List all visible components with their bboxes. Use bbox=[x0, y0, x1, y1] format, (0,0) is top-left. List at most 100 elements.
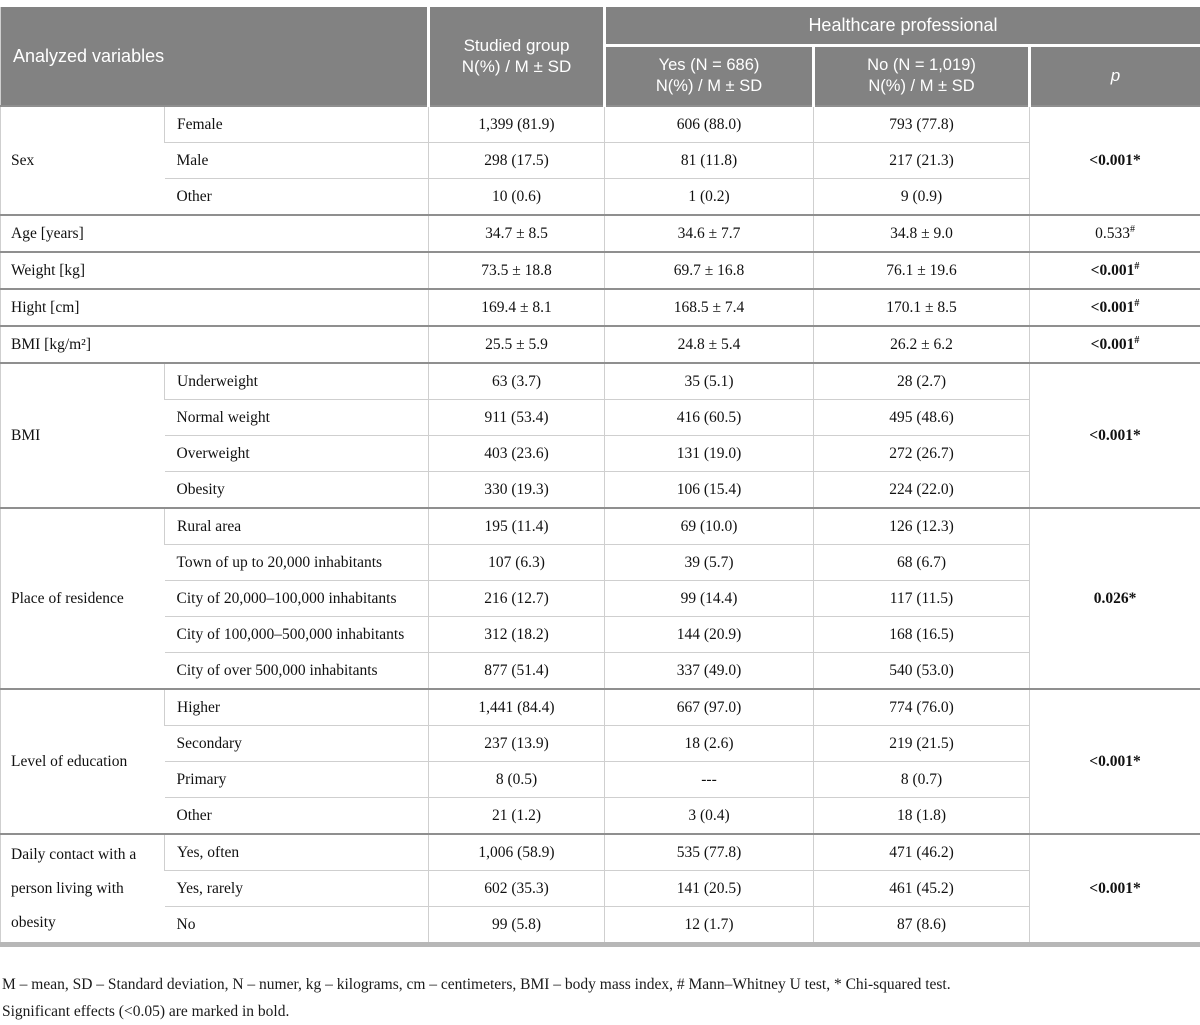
no-cell: 461 (45.2) bbox=[814, 871, 1030, 907]
table-row: City of 20,000–100,000 inhabitants 216 (… bbox=[1, 581, 1200, 617]
footnote-abbreviations: M – mean, SD – Standard deviation, N – n… bbox=[2, 971, 1200, 998]
table-row: Normal weight 911 (53.4) 416 (60.5) 495 … bbox=[1, 400, 1200, 436]
yes-cell: 144 (20.9) bbox=[605, 617, 814, 653]
category-cell: City of 20,000–100,000 inhabitants bbox=[165, 581, 429, 617]
studied-cell: 1,399 (81.9) bbox=[429, 106, 605, 143]
no-column-header: No (N = 1,019) N(%) / M ± SD bbox=[814, 46, 1030, 107]
studied-cell: 99 (5.8) bbox=[429, 907, 605, 945]
category-cell: Female bbox=[165, 106, 429, 143]
p-value: <0.001 bbox=[1089, 753, 1133, 770]
studied-cell: 1,006 (58.9) bbox=[429, 834, 605, 871]
studied-cell: 21 (1.2) bbox=[429, 798, 605, 835]
no-cell: 793 (77.8) bbox=[814, 106, 1030, 143]
category-cell: Rural area bbox=[165, 508, 429, 545]
no-cell: 68 (6.7) bbox=[814, 545, 1030, 581]
table-row: Yes, rarely 602 (35.3) 141 (20.5) 461 (4… bbox=[1, 871, 1200, 907]
no-cell: 18 (1.8) bbox=[814, 798, 1030, 835]
yes-cell: 667 (97.0) bbox=[605, 689, 814, 726]
table-row: Place of residence Rural area 195 (11.4)… bbox=[1, 508, 1200, 545]
group-label-residence: Place of residence bbox=[1, 508, 165, 689]
yes-cell: 168.5 ± 7.4 bbox=[605, 289, 814, 326]
studied-cell: 10 (0.6) bbox=[429, 179, 605, 216]
table-row: Other 10 (0.6) 1 (0.2) 9 (0.9) bbox=[1, 179, 1200, 216]
variable-label-bmi: BMI [kg/m²] bbox=[1, 326, 429, 363]
p-value: 0.533 bbox=[1095, 225, 1130, 242]
no-cell: 217 (21.3) bbox=[814, 143, 1030, 179]
category-cell: Yes, often bbox=[165, 834, 429, 871]
studied-cell: 237 (13.9) bbox=[429, 726, 605, 762]
studied-cell: 877 (51.4) bbox=[429, 653, 605, 690]
no-cell: 272 (26.7) bbox=[814, 436, 1030, 472]
studied-cell: 1,441 (84.4) bbox=[429, 689, 605, 726]
table-row: Sex Female 1,399 (81.9) 606 (88.0) 793 (… bbox=[1, 106, 1200, 143]
table-row: Other 21 (1.2) 3 (0.4) 18 (1.8) bbox=[1, 798, 1200, 835]
yes-cell: 18 (2.6) bbox=[605, 726, 814, 762]
table-body: Sex Female 1,399 (81.9) 606 (88.0) 793 (… bbox=[1, 106, 1200, 945]
category-cell: Obesity bbox=[165, 472, 429, 509]
p-marker: # bbox=[1130, 224, 1135, 235]
yes-header-line1: Yes (N = 686) bbox=[659, 56, 760, 74]
table-footnotes: M – mean, SD – Standard deviation, N – n… bbox=[0, 971, 1200, 1025]
studied-cell: 403 (23.6) bbox=[429, 436, 605, 472]
yes-cell: 69 (10.0) bbox=[605, 508, 814, 545]
yes-cell: 69.7 ± 16.8 bbox=[605, 252, 814, 289]
no-cell: 540 (53.0) bbox=[814, 653, 1030, 690]
category-cell: Town of up to 20,000 inhabitants bbox=[165, 545, 429, 581]
studied-cell: 34.7 ± 8.5 bbox=[429, 215, 605, 252]
table-row: City of 100,000–500,000 inhabitants 312 … bbox=[1, 617, 1200, 653]
yes-cell: 24.8 ± 5.4 bbox=[605, 326, 814, 363]
p-marker: # bbox=[1134, 335, 1139, 346]
no-cell: 76.1 ± 19.6 bbox=[814, 252, 1030, 289]
demographics-table: Analyzed variables Studied group N(%) / … bbox=[0, 7, 1200, 947]
no-cell: 126 (12.3) bbox=[814, 508, 1030, 545]
p-value: <0.001 bbox=[1089, 427, 1133, 444]
healthcare-professional-header: Healthcare professional bbox=[605, 7, 1200, 46]
yes-column-header: Yes (N = 686) N(%) / M ± SD bbox=[605, 46, 814, 107]
yes-cell: 12 (1.7) bbox=[605, 907, 814, 945]
no-cell: 224 (22.0) bbox=[814, 472, 1030, 509]
yes-cell: 35 (5.1) bbox=[605, 363, 814, 400]
table-row: Weight [kg] 73.5 ± 18.8 69.7 ± 16.8 76.1… bbox=[1, 252, 1200, 289]
studied-cell: 911 (53.4) bbox=[429, 400, 605, 436]
p-value: <0.001 bbox=[1089, 880, 1133, 897]
studied-group-line1: Studied group bbox=[464, 36, 570, 55]
studied-group-line2: N(%) / M ± SD bbox=[462, 57, 571, 76]
p-value: <0.001 bbox=[1089, 152, 1133, 169]
table-row: Primary 8 (0.5) --- 8 (0.7) bbox=[1, 762, 1200, 798]
table-row: No 99 (5.8) 12 (1.7) 87 (8.6) bbox=[1, 907, 1200, 945]
studied-cell: 63 (3.7) bbox=[429, 363, 605, 400]
category-cell: Primary bbox=[165, 762, 429, 798]
no-cell: 8 (0.7) bbox=[814, 762, 1030, 798]
no-cell: 170.1 ± 8.5 bbox=[814, 289, 1030, 326]
p-marker: * bbox=[1133, 753, 1141, 770]
p-value-cell: <0.001* bbox=[1030, 363, 1200, 508]
no-cell: 219 (21.5) bbox=[814, 726, 1030, 762]
no-cell: 26.2 ± 6.2 bbox=[814, 326, 1030, 363]
studied-cell: 195 (11.4) bbox=[429, 508, 605, 545]
category-cell: Underweight bbox=[165, 363, 429, 400]
p-value: <0.001 bbox=[1091, 336, 1135, 353]
p-value-cell: <0.001* bbox=[1030, 689, 1200, 834]
studied-cell: 25.5 ± 5.9 bbox=[429, 326, 605, 363]
yes-cell: 81 (11.8) bbox=[605, 143, 814, 179]
p-marker: * bbox=[1129, 590, 1137, 607]
category-cell: Male bbox=[165, 143, 429, 179]
group-label-bmi: BMI bbox=[1, 363, 165, 508]
studied-cell: 8 (0.5) bbox=[429, 762, 605, 798]
table-row: Hight [cm] 169.4 ± 8.1 168.5 ± 7.4 170.1… bbox=[1, 289, 1200, 326]
p-marker: # bbox=[1134, 261, 1139, 272]
yes-cell: 131 (19.0) bbox=[605, 436, 814, 472]
p-value: <0.001 bbox=[1091, 262, 1135, 279]
p-value-cell: <0.001* bbox=[1030, 834, 1200, 945]
category-cell: No bbox=[165, 907, 429, 945]
header-row-1: Analyzed variables Studied group N(%) / … bbox=[1, 7, 1200, 46]
table-row: Male 298 (17.5) 81 (11.8) 217 (21.3) bbox=[1, 143, 1200, 179]
p-column-header: p bbox=[1030, 46, 1200, 107]
yes-cell: 535 (77.8) bbox=[605, 834, 814, 871]
no-cell: 168 (16.5) bbox=[814, 617, 1030, 653]
category-cell: Higher bbox=[165, 689, 429, 726]
variable-label-hight: Hight [cm] bbox=[1, 289, 429, 326]
table-row: Daily contact with a person living with … bbox=[1, 834, 1200, 871]
studied-cell: 298 (17.5) bbox=[429, 143, 605, 179]
